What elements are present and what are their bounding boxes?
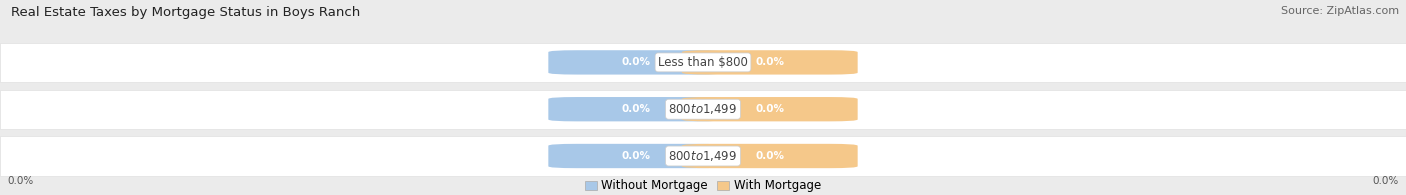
Text: Source: ZipAtlas.com: Source: ZipAtlas.com [1281, 6, 1399, 16]
Bar [0, 43, 1406, 82]
Bar [0, 136, 1406, 176]
Text: 0.0%: 0.0% [1372, 176, 1399, 186]
FancyBboxPatch shape [682, 144, 858, 168]
Bar [0, 90, 1406, 129]
Text: $800 to $1,499: $800 to $1,499 [668, 102, 738, 116]
Text: 0.0%: 0.0% [7, 176, 34, 186]
Text: 0.0%: 0.0% [755, 57, 785, 67]
FancyBboxPatch shape [682, 50, 858, 74]
Legend: Without Mortgage, With Mortgage: Without Mortgage, With Mortgage [585, 179, 821, 192]
FancyBboxPatch shape [682, 97, 858, 121]
FancyBboxPatch shape [548, 97, 724, 121]
Text: 0.0%: 0.0% [755, 104, 785, 114]
Text: Real Estate Taxes by Mortgage Status in Boys Ranch: Real Estate Taxes by Mortgage Status in … [11, 6, 360, 19]
Text: 0.0%: 0.0% [621, 57, 651, 67]
Text: 0.0%: 0.0% [621, 151, 651, 161]
Text: $800 to $1,499: $800 to $1,499 [668, 149, 738, 163]
Text: 0.0%: 0.0% [621, 104, 651, 114]
Text: 0.0%: 0.0% [755, 151, 785, 161]
FancyBboxPatch shape [548, 50, 724, 74]
Text: Less than $800: Less than $800 [658, 56, 748, 69]
FancyBboxPatch shape [548, 144, 724, 168]
